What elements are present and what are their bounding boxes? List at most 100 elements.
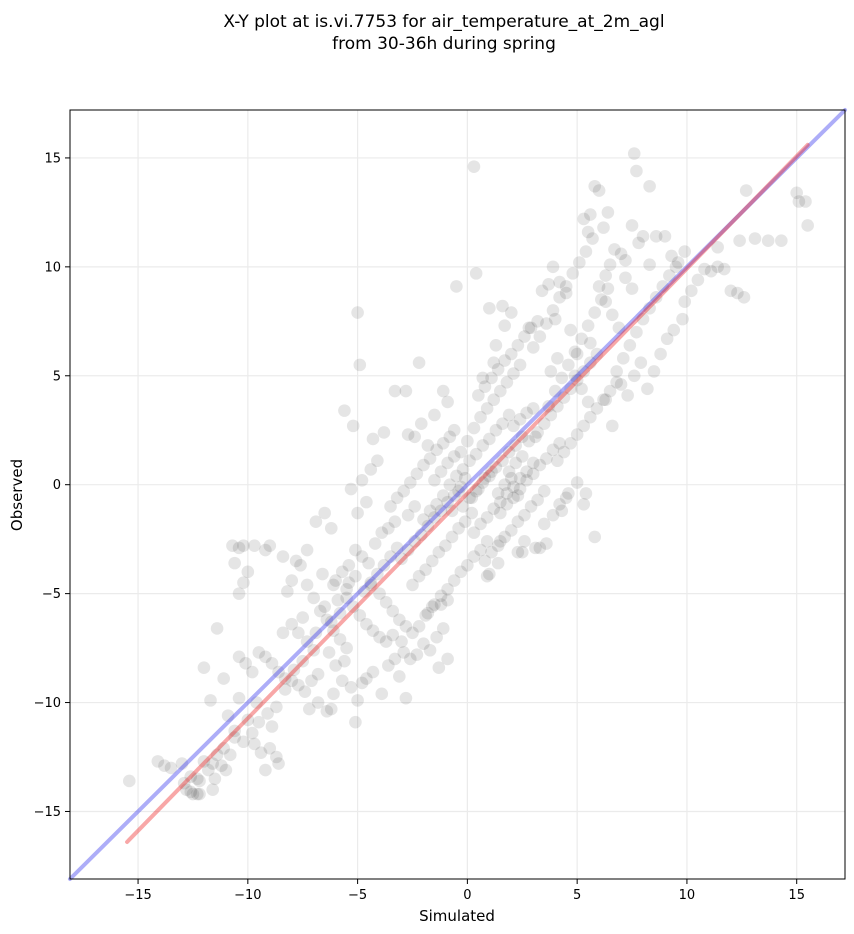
scatter-point-400	[373, 630, 386, 644]
scatter-point-90	[329, 574, 342, 587]
y-tick-label-5: 10	[44, 260, 61, 275]
scatter-point-265	[564, 382, 577, 396]
scatter-point-155	[428, 511, 441, 524]
scatter-point-127	[436, 384, 450, 398]
scatter-point-181	[450, 469, 463, 483]
scatter-point-91	[335, 565, 349, 579]
scatter-point-126	[428, 408, 441, 422]
scatter-point-239	[531, 315, 544, 328]
scatter-point-20	[232, 541, 246, 555]
scatter-point-191	[463, 491, 476, 505]
scatter-point-411	[509, 456, 522, 470]
scatter-point-270	[542, 399, 555, 413]
scatter-point-301	[584, 208, 597, 221]
scatter-point-340	[678, 295, 692, 309]
scatter-point-374	[588, 530, 602, 544]
scatter-point-274	[568, 345, 582, 359]
scatter-point-312	[632, 236, 645, 250]
scatter-point-421	[472, 482, 485, 496]
scatter-point-92	[342, 559, 356, 572]
plot-frame	[69, 109, 846, 880]
scatter-point-74	[335, 674, 349, 688]
scatter-point-479	[599, 269, 612, 282]
scatter-point-243	[513, 482, 527, 496]
scatter-point-40	[248, 539, 261, 552]
scatter-point-377	[515, 545, 529, 559]
reference-lines	[68, 108, 847, 881]
scatter-point-129	[447, 423, 461, 437]
scatter-point-309	[630, 164, 643, 178]
scatter-point-75	[344, 680, 358, 694]
scatter-point-481	[498, 319, 512, 332]
scatter-point-388	[228, 731, 241, 744]
scatter-point-101	[346, 600, 360, 613]
scatter-point-365	[568, 369, 582, 383]
scatter-point-173	[441, 582, 454, 596]
scatter-point-190	[456, 500, 470, 513]
scatter-point-458	[206, 757, 220, 770]
scatter-point-351	[733, 234, 746, 248]
scatter-point-60	[276, 626, 290, 640]
scatter-point-368	[599, 393, 612, 407]
scatter-point-132	[412, 356, 426, 370]
scatter-point-153	[414, 528, 428, 542]
scatter-point-47	[309, 515, 323, 529]
scatter-point-402	[386, 628, 400, 642]
scatter-point-0	[122, 774, 136, 788]
x-axis-label: Simulated	[419, 907, 495, 925]
scatter-point-475	[625, 282, 639, 295]
scatter-point-255	[537, 517, 551, 531]
scatter-point-114	[364, 463, 378, 476]
scatter-point-314	[643, 258, 656, 271]
scatter-point-339	[676, 312, 689, 326]
scatter-point-120	[388, 384, 402, 398]
scatter-point-176	[461, 559, 474, 572]
scatter-point-486	[548, 312, 562, 326]
scatter-point-268	[584, 356, 597, 370]
scatter-point-465	[296, 611, 310, 624]
scatter-point-69	[340, 641, 353, 655]
scatter-point-358	[801, 219, 814, 232]
scatter-point-389	[221, 709, 235, 722]
scatter-point-50	[252, 646, 266, 659]
scatter-point-231	[478, 380, 492, 393]
scatter-point-476	[603, 258, 617, 271]
scatter-point-172	[434, 589, 448, 603]
scatter-point-139	[496, 299, 509, 313]
scatter-point-44	[289, 554, 303, 568]
scatter-point-33	[237, 735, 250, 749]
scatter-point-84	[403, 652, 417, 666]
scatter-point-23	[232, 587, 246, 600]
scatter-point-215	[511, 515, 525, 529]
scatter-point-431	[434, 465, 448, 478]
scatter-point-384	[355, 676, 369, 690]
scatter-point-473	[612, 321, 626, 335]
scatter-point-68	[333, 633, 347, 646]
scatter-point-434	[417, 513, 430, 526]
scatter-point-327	[656, 280, 670, 293]
scatter-point-202	[480, 511, 494, 524]
scatter-point-292	[564, 437, 577, 450]
scatter-point-393	[316, 567, 329, 581]
scatter-point-86	[417, 637, 430, 651]
scatter-point-437	[436, 489, 450, 502]
scatter-point-419	[511, 489, 525, 502]
scatter-point-252	[511, 545, 525, 559]
scatter-point-332	[627, 369, 641, 383]
scatter-point-311	[625, 219, 639, 232]
scatter-point-128	[441, 395, 454, 409]
scatter-point-396	[318, 600, 331, 613]
scatter-point-162	[419, 563, 432, 576]
scatter-point-464	[210, 748, 224, 762]
scatter-point-205	[500, 487, 514, 500]
scatter-point-73	[327, 687, 340, 701]
scatter-point-472	[605, 308, 619, 322]
scatter-point-467	[322, 646, 336, 659]
scatter-point-154	[421, 519, 435, 533]
scatter-point-288	[579, 245, 593, 258]
scatter-point-18	[217, 672, 230, 685]
scatter-point-145	[417, 458, 430, 472]
scatter-point-204	[494, 495, 507, 509]
scatter-point-1	[151, 755, 165, 768]
scatter-point-305	[597, 221, 610, 234]
